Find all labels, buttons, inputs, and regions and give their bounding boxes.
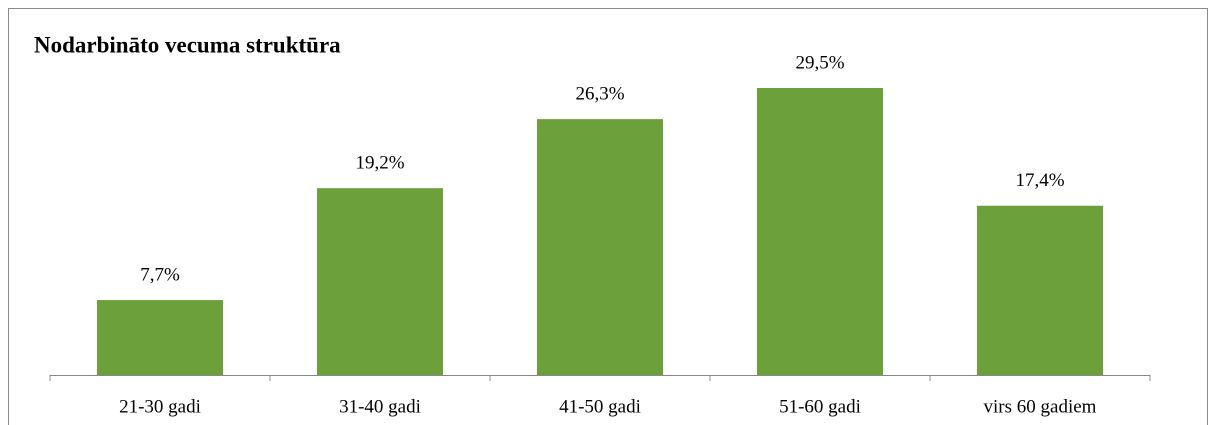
bar <box>317 188 443 375</box>
bar <box>537 119 663 375</box>
x-tick-label: 41-50 gadi <box>559 396 641 417</box>
x-tick-label: 31-40 gadi <box>339 396 421 417</box>
value-label: 26,3% <box>575 83 624 104</box>
bar <box>977 205 1103 375</box>
x-tick-label: virs 60 gadiem <box>984 396 1097 417</box>
x-tick-label: 21-30 gadi <box>119 396 201 417</box>
value-label: 29,5% <box>795 52 844 73</box>
chart-title: Nodarbināto vecuma struktūra <box>34 32 341 57</box>
value-label: 7,7% <box>140 264 180 285</box>
value-label: 19,2% <box>355 153 404 174</box>
x-tick-label: 51-60 gadi <box>779 396 861 417</box>
value-label: 17,4% <box>1015 170 1064 191</box>
bar <box>97 300 223 375</box>
bar <box>757 88 883 375</box>
